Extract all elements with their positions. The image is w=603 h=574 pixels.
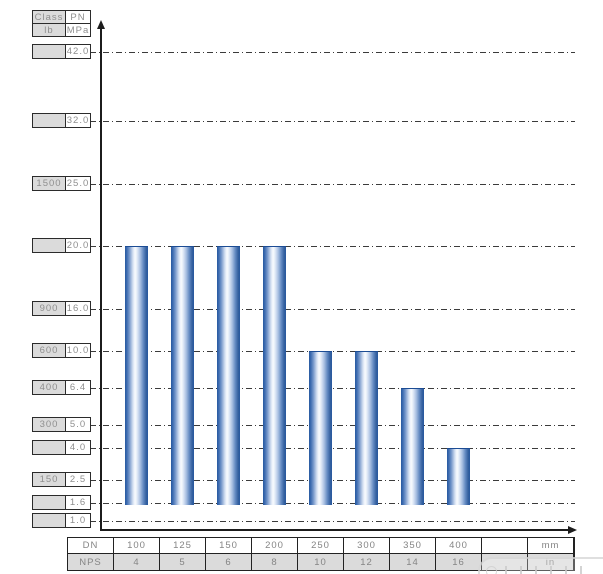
table-cell-nps: 8: [252, 554, 298, 570]
pn-value-cell: 25.0: [65, 176, 91, 191]
y-axis-line: [100, 28, 102, 531]
legend-row-1: Class PN: [32, 10, 91, 24]
bar-dn-350: [400, 388, 424, 505]
watermark-glyph: [535, 566, 537, 574]
table-cell-dn: 150: [206, 538, 252, 554]
legend-class-label: Class: [32, 10, 66, 24]
legend-pn-unit: MPa: [65, 23, 91, 37]
watermark-logo-icon: [486, 566, 497, 574]
pn-value-cell: 32.0: [65, 113, 91, 128]
y-axis-label-row: 150 2.5: [32, 472, 91, 487]
dn-nps-table: DN NPS 100 4 125 5 150 6 200 8 250 10 300 12 350 14 400 1…: [67, 537, 575, 571]
y-axis-label-row: 4.0: [32, 440, 91, 455]
pn-value-cell: 1.6: [65, 495, 91, 510]
class-value-cell: 400: [32, 380, 66, 395]
class-value-cell: 300: [32, 417, 66, 432]
y-axis-label-row: 42.0: [32, 44, 91, 59]
table-cell-nps: 12: [344, 554, 390, 570]
table-header-nps: NPS: [68, 554, 114, 570]
class-value-cell: 1500: [32, 176, 66, 191]
bar-dn-100: [124, 246, 148, 505]
bar-dn-400: [446, 448, 470, 505]
y-axis-label-row: 300 5.0: [32, 417, 91, 432]
gridline-pn-6.4: [90, 388, 575, 389]
y-axis-arrow-icon: [97, 20, 105, 29]
class-value-cell: [32, 513, 66, 528]
class-value-cell: 900: [32, 301, 66, 316]
gridline-pn-20.0: [90, 246, 575, 247]
gridline-pn-10.0: [90, 351, 575, 352]
gridline-pn-25.0: [90, 184, 575, 185]
watermark: [478, 557, 603, 574]
watermark-glyph: [505, 566, 507, 574]
table-header-dn: DN: [68, 538, 114, 554]
table-cell-nps: 5: [160, 554, 206, 570]
watermark-glyph: [550, 566, 552, 574]
y-axis-label-row: 600 10.0: [32, 343, 91, 358]
table-cell-nps: 10: [298, 554, 344, 570]
gridline-pn-1.0: [90, 521, 575, 522]
bar-dn-150: [216, 246, 240, 505]
class-value-cell: [32, 44, 66, 59]
gridline-pn-32.0: [90, 121, 575, 122]
gridline-pn-5.0: [90, 425, 575, 426]
class-value-cell: 600: [32, 343, 66, 358]
table-cell-nps: 14: [390, 554, 436, 570]
gridline-pn-16.0: [90, 309, 575, 310]
y-axis-label-row: 1.0: [32, 513, 91, 528]
watermark-glyph: [580, 566, 582, 574]
class-value-cell: 150: [32, 472, 66, 487]
class-value-cell: [32, 238, 66, 253]
y-axis-label-row: 900 16.0: [32, 301, 91, 316]
table-cell-dn: 200: [252, 538, 298, 554]
table-cell-nps: 6: [206, 554, 252, 570]
table-cell-dn: mm: [528, 538, 574, 554]
pn-value-cell: 20.0: [65, 238, 91, 253]
table-cell-dn: 400: [436, 538, 482, 554]
bar-dn-250: [308, 351, 332, 505]
class-value-cell: [32, 113, 66, 128]
class-value-cell: [32, 440, 66, 455]
table-cell-dn: 125: [160, 538, 206, 554]
legend-class-unit: lb: [32, 23, 66, 37]
pn-value-cell: 5.0: [65, 417, 91, 432]
gridline-pn-1.6: [90, 503, 575, 504]
x-axis-line: [100, 529, 572, 531]
gridline-pn-2.5: [90, 480, 575, 481]
pn-value-cell: 1.0: [65, 513, 91, 528]
pn-value-cell: 16.0: [65, 301, 91, 316]
table-cell-dn: 250: [298, 538, 344, 554]
watermark-glyph: [565, 566, 567, 574]
pn-value-cell: 42.0: [65, 44, 91, 59]
bar-dn-200: [262, 246, 286, 505]
pn-value-cell: 10.0: [65, 343, 91, 358]
bar-dn-300: [354, 351, 378, 505]
pn-value-cell: 6.4: [65, 380, 91, 395]
bar-dn-125: [170, 246, 194, 505]
y-axis-label-row: 20.0: [32, 238, 91, 253]
table-cell-dn: 100: [114, 538, 160, 554]
y-axis-label-row: 1500 25.0: [32, 176, 91, 191]
pn-value-cell: 2.5: [65, 472, 91, 487]
gridline-pn-42.0: [90, 52, 575, 53]
gridline-pn-4.0: [90, 448, 575, 449]
watermark-glyph: [520, 566, 522, 574]
table-cell-nps: 4: [114, 554, 160, 570]
legend-pn-label: PN: [65, 10, 91, 24]
legend-row-2: lb MPa: [32, 23, 91, 37]
y-axis-label-row: 1.6: [32, 495, 91, 510]
class-value-cell: [32, 495, 66, 510]
table-cell-dn: [482, 538, 528, 554]
pn-value-cell: 4.0: [65, 440, 91, 455]
axis-legend: Class PN lb MPa: [32, 10, 91, 37]
x-axis-arrow-icon: [568, 526, 577, 534]
y-axis-label-row: 32.0: [32, 113, 91, 128]
y-axis-label-row: 400 6.4: [32, 380, 91, 395]
table-cell-dn: 300: [344, 538, 390, 554]
table-cell-nps: 16: [436, 554, 482, 570]
table-cell-dn: 350: [390, 538, 436, 554]
